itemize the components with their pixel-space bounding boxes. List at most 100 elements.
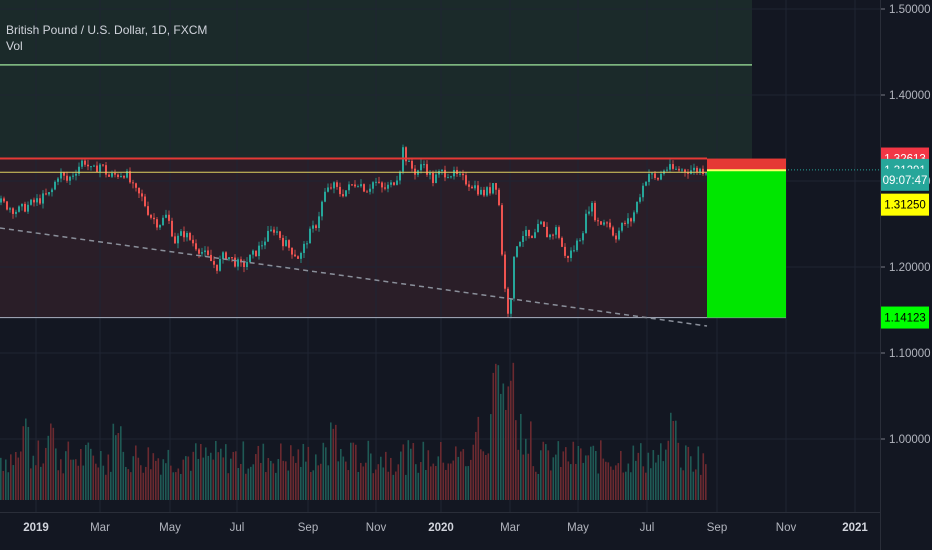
candle-body [192, 239, 194, 244]
volume-bar [2, 470, 5, 500]
volume-bar [522, 454, 525, 500]
volume-bar [132, 456, 135, 500]
volume-bar [687, 446, 690, 500]
time-axis[interactable]: 2019 Mar May Jul Sep Nov 2020 Mar May Jul Sep Nov 20… [23, 522, 868, 534]
candle-body [336, 182, 338, 187]
volume-bar [235, 451, 237, 500]
candle-body [660, 173, 662, 180]
candle-body [483, 189, 485, 196]
candle-body [450, 176, 452, 178]
volume-bar [120, 426, 122, 500]
candle-body [642, 185, 644, 198]
volume-bar [115, 435, 117, 500]
volume-bar [617, 463, 620, 500]
volume-bar [602, 458, 605, 500]
volume-bar [412, 443, 415, 500]
volume-bar [185, 456, 187, 500]
candle-body [513, 256, 515, 299]
volume-bar [380, 456, 382, 500]
price-axis[interactable]: 1.500001.400001.300001.200001.100001.000… [880, 4, 931, 446]
candle-body [63, 172, 65, 176]
volume-bar [110, 471, 112, 500]
volume-indicator-label[interactable]: Vol [6, 39, 23, 53]
candle-body [522, 236, 524, 242]
candle-body [429, 172, 431, 175]
candle-body [618, 230, 620, 240]
volume-bar [675, 420, 677, 500]
price-label-text: 1.31250 [884, 200, 926, 212]
candle-body [108, 174, 110, 177]
volume-bar [275, 472, 277, 500]
candle-body [381, 182, 383, 188]
candle-body [348, 184, 350, 191]
volume-bar [530, 421, 532, 500]
volume-bar [137, 457, 140, 500]
candle-body [291, 247, 293, 255]
candle-body [609, 222, 611, 228]
volume-bar [315, 454, 317, 500]
candle-body [78, 166, 80, 174]
candle-body [510, 298, 512, 314]
candle-body [288, 240, 290, 248]
volume-bar [470, 459, 472, 500]
volume-bar [237, 467, 240, 500]
time-tick-label: May [159, 522, 181, 534]
volume-bar [567, 461, 570, 500]
volume-bar [227, 473, 230, 500]
volume-bar [657, 454, 660, 500]
price-label-badge [881, 193, 929, 216]
time-tick-label: Jul [230, 522, 245, 534]
candle-body [141, 193, 143, 197]
volume-bar [422, 441, 425, 500]
candle-body [435, 174, 437, 184]
volume-bar [622, 472, 625, 500]
volume-bar [187, 456, 190, 500]
symbol-title[interactable]: British Pound / U.S. Dollar, 1D, FXCM [6, 23, 208, 37]
volume-bar [105, 474, 107, 500]
candle-body [582, 233, 584, 241]
volume-bar [495, 363, 497, 500]
candle-body [312, 225, 314, 229]
volume-bar [167, 449, 170, 500]
candle-body [648, 174, 650, 182]
volume-bar [547, 450, 550, 500]
volume-bar [320, 463, 322, 500]
candle-body [261, 245, 263, 247]
candle-body [315, 225, 317, 229]
candle-body [12, 208, 14, 214]
volume-bar [645, 472, 647, 500]
candle-body [669, 164, 671, 170]
candle-body [489, 187, 491, 194]
volume-bar [102, 465, 105, 500]
candle-body [153, 217, 155, 220]
candle-body [237, 259, 239, 267]
volume-bar [532, 466, 535, 500]
candle-body [279, 231, 281, 238]
candle-body [30, 199, 32, 205]
volume-bar [330, 422, 332, 500]
volume-bar [225, 444, 227, 500]
volume-bar [340, 448, 342, 500]
candle-body [375, 181, 377, 183]
volume-bar [170, 465, 172, 500]
candle-body [276, 231, 278, 233]
range-zone [0, 158, 707, 318]
volume-bar [592, 445, 595, 500]
candle-body [174, 236, 176, 244]
candle-body [57, 178, 59, 182]
volume-bar [542, 441, 545, 500]
volume-bar [512, 362, 515, 500]
chart-legend[interactable]: British Pound / U.S. Dollar, 1D, FXCM Vo… [6, 22, 207, 54]
volume-bar [40, 466, 42, 500]
volume-bar [392, 474, 395, 500]
volume-bar [637, 452, 640, 500]
chart-drawings[interactable] [0, 64, 880, 327]
candle-body [249, 254, 251, 263]
volume-bar [162, 459, 165, 500]
volume-bar [665, 449, 667, 500]
candle-body [702, 168, 704, 175]
candle-body [273, 229, 275, 233]
volume-bar [382, 467, 385, 500]
volume-bar [425, 469, 427, 500]
